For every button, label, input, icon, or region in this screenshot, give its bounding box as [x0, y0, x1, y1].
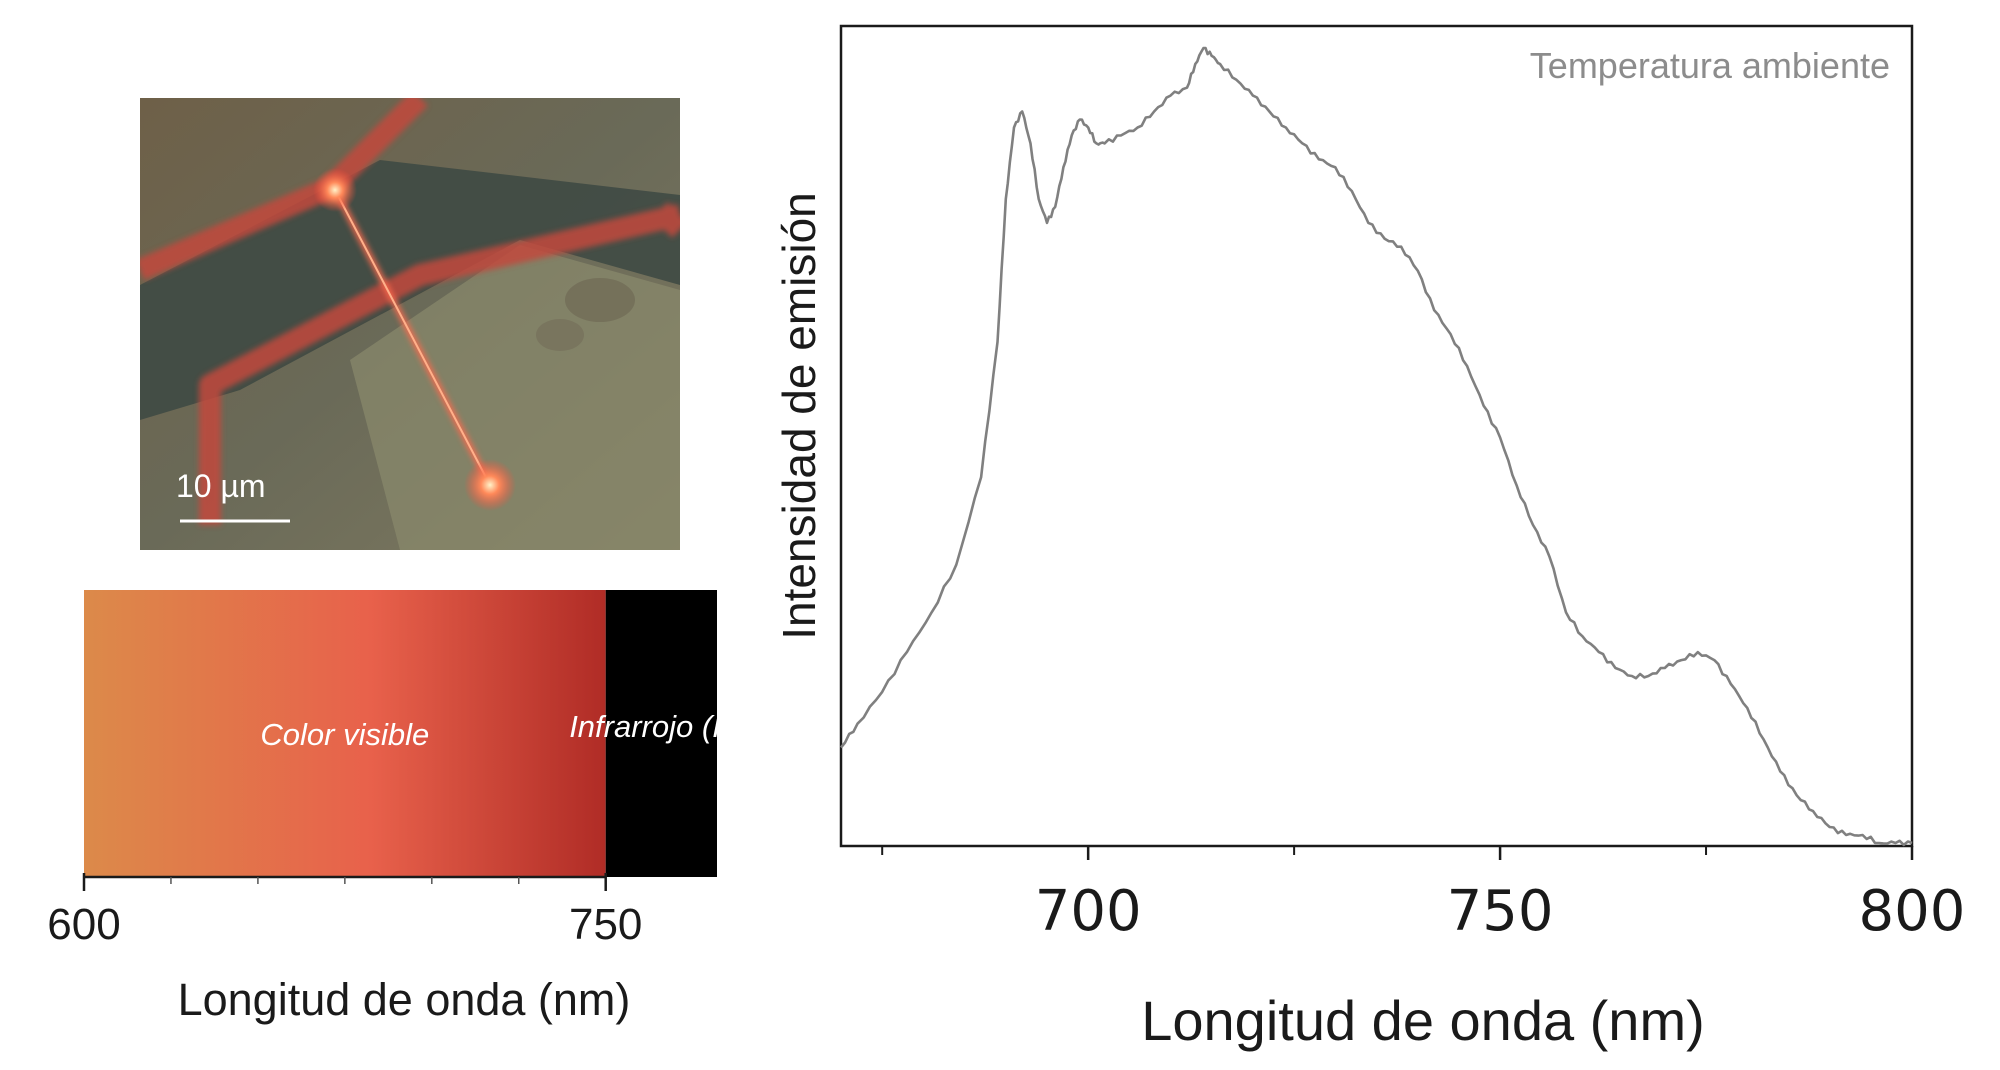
visible-region [84, 590, 606, 877]
emission-chart: Temperatura ambiente 700 750 800 Intensida… [773, 24, 1966, 1052]
spectrum-bar-xlabel: Longitud de onda (nm) [178, 974, 631, 1025]
chart-x-axis: 700 750 800 [881, 846, 1966, 944]
chart-tick-label: 750 [1447, 879, 1554, 944]
visible-label: Color visible [260, 717, 429, 752]
emission-series-line [839, 46, 1913, 847]
chart-ylabel: Intensidad de emisión [773, 192, 825, 640]
micrograph-image: 10 µm [140, 98, 680, 550]
chart-tick-label: 700 [1035, 879, 1142, 944]
spectrum-bar-tick-label: 750 [569, 900, 642, 949]
chart-tick-label: 800 [1859, 879, 1966, 944]
plot-frame [839, 24, 1914, 848]
chart-annotation: Temperatura ambiente [1530, 45, 1890, 86]
ir-region [605, 590, 717, 877]
spectrum-bar-axis: 600 750 [47, 873, 642, 949]
spectrum-bar: Color visible Infrarrojo (IR) 600 750 Lon… [47, 590, 754, 1025]
ir-label: Infrarrojo (IR) [569, 709, 753, 744]
chart-xlabel: Longitud de onda (nm) [1141, 989, 1705, 1052]
spectrum-bar-tick-label: 600 [47, 900, 120, 949]
scale-bar-label: 10 µm [176, 468, 266, 504]
